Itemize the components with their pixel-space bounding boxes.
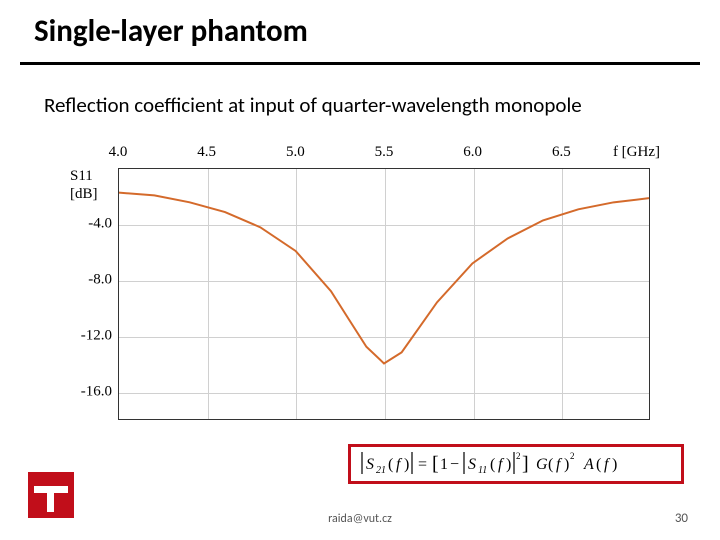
svg-text:G: G (536, 456, 548, 473)
svg-text:(: ( (596, 456, 601, 473)
svg-text:): ) (506, 456, 511, 473)
svg-text:): ) (612, 456, 617, 473)
svg-text:f: f (604, 456, 611, 473)
plot-area (118, 168, 650, 420)
formula: S21 ( f ) = [ 1 − S11 ( f ) 2 ] G ( f (356, 449, 676, 479)
svg-text:S: S (366, 456, 374, 473)
svg-text:A: A (583, 456, 594, 473)
svg-text:21: 21 (376, 465, 386, 476)
svg-text:S: S (468, 456, 476, 473)
svg-text:): ) (404, 456, 409, 473)
footer-email: raida@vut.cz (0, 512, 720, 526)
x-tick-label: 4.5 (197, 144, 216, 161)
y-axis-label-2: [dB] (70, 186, 98, 203)
y-tick-label: -16.0 (68, 384, 112, 401)
x-tick-label: 5.5 (375, 144, 394, 161)
x-tick-label: 6.0 (463, 144, 482, 161)
svg-text:(: ( (388, 456, 393, 473)
svg-text:]: ] (522, 453, 529, 475)
y-tick-label: -4.0 (68, 216, 112, 233)
svg-text:=: = (418, 456, 427, 473)
svg-text:2: 2 (516, 451, 521, 461)
y-tick-label: -8.0 (68, 272, 112, 289)
svg-text:f: f (396, 456, 403, 473)
y-tick-label: -12.0 (68, 328, 112, 345)
svg-text:): ) (564, 456, 569, 473)
svg-text:1: 1 (440, 456, 448, 473)
svg-text:(: ( (490, 456, 495, 473)
x-axis-unit: f [GHz] (613, 144, 660, 161)
svg-text:11: 11 (478, 465, 487, 476)
series-line (119, 169, 649, 419)
s11-chart: S11 [dB] f [GHz] 4.0 4.5 5.0 5.5 6.0 6.5 -4.0… (70, 140, 660, 440)
svg-text:2: 2 (570, 451, 575, 461)
svg-text:(: ( (548, 456, 553, 473)
title-rule (20, 62, 700, 65)
x-tick-label: 5.0 (286, 144, 305, 161)
svg-text:f: f (498, 456, 505, 473)
page-title: Single-layer phantom (34, 12, 308, 50)
x-tick-label: 6.5 (552, 144, 571, 161)
svg-text:−: − (450, 456, 459, 473)
svg-text:f: f (556, 456, 563, 473)
subtitle: Reflection coefficient at input of quart… (44, 92, 582, 118)
page-number: 30 (675, 511, 688, 526)
slide: Single-layer phantom Reflection coeffici… (0, 0, 720, 540)
y-axis-label-1: S11 (70, 168, 93, 185)
formula-box: S21 ( f ) = [ 1 − S11 ( f ) 2 ] G ( f (348, 444, 684, 484)
svg-text:[: [ (432, 453, 439, 475)
x-tick-label: 4.0 (109, 144, 128, 161)
